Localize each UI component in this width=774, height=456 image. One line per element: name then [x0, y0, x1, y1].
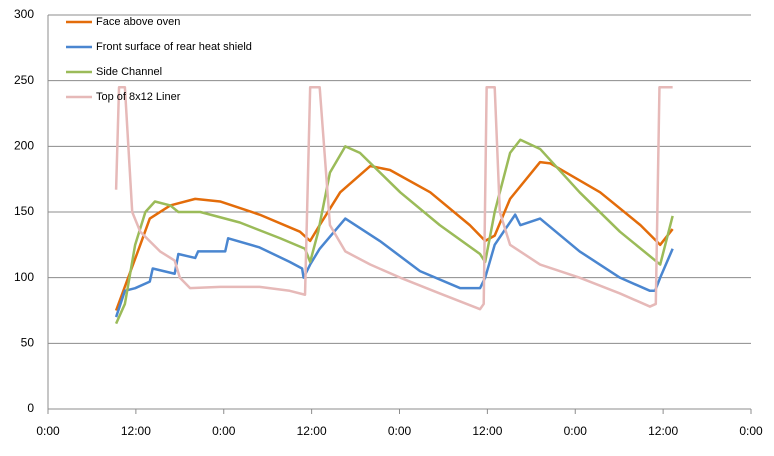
y-tick-label: 300 — [14, 7, 34, 21]
x-tick-label: 0:00 — [212, 424, 236, 438]
x-tick-label: 12:00 — [121, 424, 151, 438]
y-tick-label: 250 — [14, 73, 34, 87]
y-tick-label: 100 — [14, 270, 34, 284]
y-tick-label: 150 — [14, 204, 34, 218]
series-line — [114, 85, 673, 311]
x-tick-label: 0:00 — [739, 424, 763, 438]
legend-label: Top of 8x12 Liner — [96, 91, 181, 103]
x-tick-label: 12:00 — [648, 424, 678, 438]
x-tick-label: 12:00 — [297, 424, 327, 438]
x-tick-label: 0:00 — [564, 424, 588, 438]
y-tick-label: 0 — [27, 401, 34, 415]
x-tick-label: 12:00 — [472, 424, 502, 438]
legend-label: Face above oven — [96, 16, 180, 28]
x-tick-label: 0:00 — [388, 424, 412, 438]
y-tick-label: 50 — [21, 336, 35, 350]
y-tick-label: 200 — [14, 139, 34, 153]
x-tick-label: 0:00 — [36, 424, 60, 438]
legend-label: Side Channel — [96, 66, 162, 78]
legend-label: Front surface of rear heat shield — [96, 41, 252, 53]
series-line — [114, 138, 674, 325]
series-line — [114, 213, 674, 318]
